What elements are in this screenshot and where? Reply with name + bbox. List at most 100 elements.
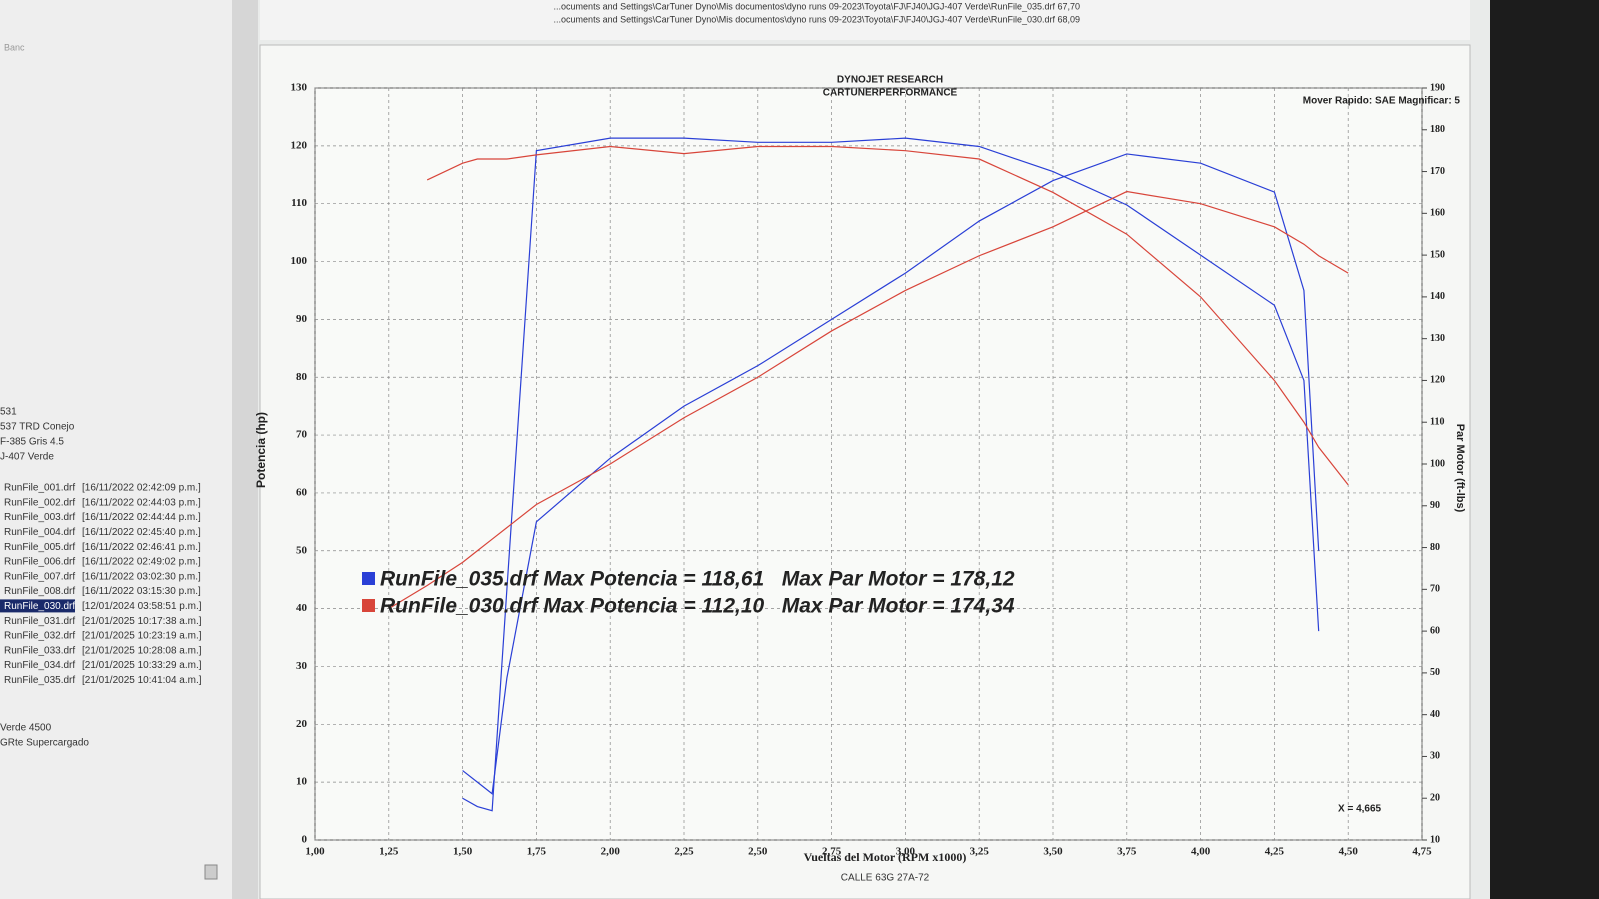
x-tick-label: 3,75	[1117, 846, 1137, 858]
y2-tick-label: 90	[1430, 500, 1440, 511]
path-line: ...ocuments and Settings\CarTuner Dyno\M…	[554, 1, 1080, 11]
data-line	[388, 190, 1349, 610]
x-tick-label: 3,00	[896, 846, 916, 858]
y-axis-label: Potencia (hp)	[254, 412, 268, 488]
y2-tick-label: 160	[1430, 208, 1445, 219]
data-line	[462, 137, 1320, 812]
legend-swatch	[362, 572, 375, 585]
file-date: [21/01/2025 10:23:19 a.m.]	[82, 631, 202, 642]
file-name[interactable]: RunFile_004.drf	[4, 527, 75, 538]
x-tick-label: 4,50	[1339, 846, 1359, 858]
data-line	[426, 145, 1349, 486]
x-tick-label: 1,00	[305, 846, 325, 858]
x-tick-label: 4,00	[1191, 846, 1211, 858]
legend-text: RunFile_035.drf Max Potencia = 118,61 Ma…	[380, 568, 1015, 591]
file-date: [16/11/2022 02:49:02 p.m.]	[82, 557, 201, 568]
file-date: [16/11/2022 02:42:09 p.m.]	[82, 483, 201, 494]
x-tick-label: 2,00	[601, 846, 621, 858]
file-date: [16/11/2022 02:46:41 p.m.]	[82, 542, 201, 553]
footer: CALLE 63G 27A-72	[841, 873, 930, 884]
file-name[interactable]: RunFile_003.drf	[4, 512, 75, 523]
y2-tick-label: 10	[1430, 834, 1440, 845]
x-tick-label: 2,75	[822, 846, 842, 858]
file-date: [16/11/2022 02:44:03 p.m.]	[82, 497, 201, 508]
y-tick-label: 40	[296, 602, 308, 614]
y2-tick-label: 50	[1430, 667, 1440, 678]
chart-subtitle: CARTUNERPERFORMANCE	[823, 88, 958, 99]
data-line	[462, 153, 1320, 795]
y2-axis-label: Par Motor (ft-lbs)	[1454, 424, 1466, 513]
y-tick-label: 0	[302, 834, 308, 846]
settings-label: Mover Rapido: SAE Magnificar: 5	[1303, 96, 1461, 107]
y-tick-label: 100	[291, 255, 308, 267]
file-name[interactable]: RunFile_032.drf	[4, 631, 75, 642]
y2-tick-label: 40	[1430, 709, 1440, 720]
file-name[interactable]: RunFile_001.drf	[4, 483, 75, 494]
y-tick-label: 60	[296, 486, 308, 498]
x-tick-label: 1,50	[453, 846, 473, 858]
annotation: X = 4,665	[1338, 804, 1382, 815]
group-label: GRte Supercargado	[0, 738, 89, 749]
file-date: [21/01/2025 10:33:29 a.m.]	[82, 660, 202, 671]
file-name[interactable]: RunFile_035.drf	[4, 675, 75, 686]
y2-tick-label: 20	[1430, 793, 1440, 804]
x-axis-label: Vueltas del Motor (RPM x1000)	[804, 850, 967, 864]
y2-tick-label: 190	[1430, 82, 1445, 93]
y2-tick-label: 30	[1430, 751, 1440, 762]
scroll-button[interactable]	[204, 864, 218, 880]
y-tick-label: 130	[291, 82, 308, 94]
y-tick-label: 120	[291, 139, 308, 151]
x-tick-label: 1,75	[527, 846, 547, 858]
file-name[interactable]: RunFile_034.drf	[4, 660, 75, 671]
file-date: [16/11/2022 03:02:30 p.m.]	[82, 571, 201, 582]
y-tick-label: 30	[296, 660, 308, 672]
file-name[interactable]: RunFile_008.drf	[4, 586, 75, 597]
y2-tick-label: 80	[1430, 542, 1440, 553]
x-tick-label: 3,50	[1043, 846, 1063, 858]
file-date: [21/01/2025 10:41:04 a.m.]	[82, 675, 202, 686]
selected-row	[0, 599, 75, 613]
file-name[interactable]: RunFile_006.drf	[4, 557, 75, 568]
path-line: ...ocuments and Settings\CarTuner Dyno\M…	[554, 14, 1080, 24]
sidebar	[0, 0, 232, 899]
file-name[interactable]: RunFile_002.drf	[4, 497, 75, 508]
file-name[interactable]: RunFile_007.drf	[4, 571, 75, 582]
y2-tick-label: 130	[1430, 333, 1445, 344]
header-bar	[260, 0, 1470, 40]
x-tick-label: 1,25	[379, 846, 399, 858]
y2-tick-label: 180	[1430, 124, 1445, 135]
chart-title: DYNOJET RESEARCH	[837, 75, 943, 86]
y2-tick-label: 100	[1430, 458, 1445, 469]
splitter	[232, 0, 258, 899]
file-name[interactable]: RunFile_005.drf	[4, 542, 75, 553]
file-date: [16/11/2022 03:15:30 p.m.]	[82, 586, 201, 597]
x-tick-label: 3,25	[970, 846, 990, 858]
plot-area	[314, 87, 1423, 841]
legend-swatch	[362, 599, 375, 612]
y-tick-label: 110	[291, 197, 307, 209]
y-tick-label: 20	[296, 718, 308, 730]
file-name[interactable]: RunFile_033.drf	[4, 645, 75, 656]
file-date: [16/11/2022 02:44:44 p.m.]	[82, 512, 201, 523]
group-label: 537 TRD Conejo	[0, 422, 75, 433]
group-label: 531	[0, 407, 17, 418]
y2-tick-label: 150	[1430, 249, 1445, 260]
file-name[interactable]: RunFile_031.drf	[4, 616, 75, 627]
x-tick-label: 2,25	[674, 846, 694, 858]
y2-tick-label: 170	[1430, 166, 1445, 177]
y2-tick-label: 120	[1430, 375, 1445, 386]
sidebar-label: Banc	[4, 42, 25, 52]
x-tick-label: 4,75	[1412, 846, 1432, 858]
legend-text: RunFile_030.drf Max Potencia = 112,10 Ma…	[380, 595, 1015, 618]
x-tick-label: 2,50	[748, 846, 768, 858]
y-tick-label: 70	[296, 429, 308, 441]
y2-tick-label: 110	[1430, 417, 1444, 428]
y-tick-label: 90	[296, 313, 308, 325]
x-tick-label: 4,25	[1265, 846, 1285, 858]
group-label: Verde 4500	[0, 723, 52, 734]
group-label: J-407 Verde	[0, 452, 54, 463]
file-name[interactable]: RunFile_030.drf	[4, 601, 75, 612]
y-tick-label: 10	[296, 776, 308, 788]
group-label: F-385 Gris 4.5	[0, 437, 64, 448]
